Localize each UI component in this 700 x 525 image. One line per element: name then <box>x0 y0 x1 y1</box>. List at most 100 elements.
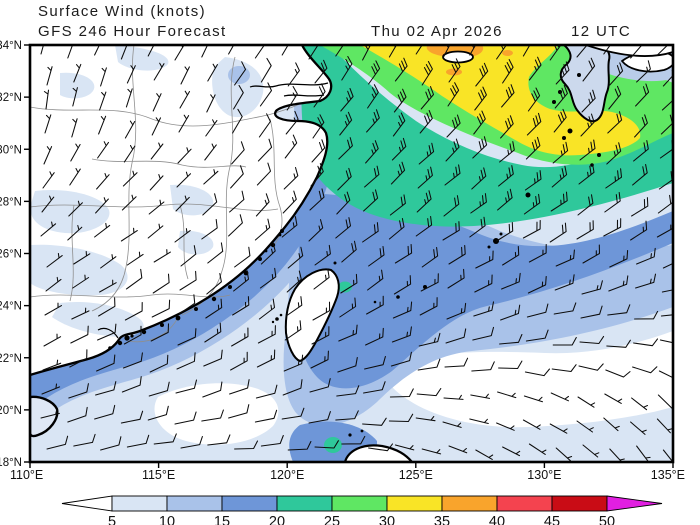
coastal-islet-dot <box>211 296 217 302</box>
colorbar-segment <box>441 495 498 512</box>
wind-barb <box>609 249 629 268</box>
colorbar-arrow-above-50kt <box>606 495 663 512</box>
wind-barb <box>71 307 90 320</box>
wind-barb <box>472 136 488 159</box>
wind-barb <box>340 273 358 294</box>
wind-barb <box>656 45 669 56</box>
wind-barb <box>282 379 303 396</box>
wind-barb <box>603 218 622 237</box>
wind-barb <box>500 115 514 139</box>
wind-barb <box>367 84 379 109</box>
wind-barb <box>524 170 542 191</box>
land-wind-patch <box>212 57 264 118</box>
wind-barb <box>336 385 360 397</box>
wind-barb <box>496 422 515 431</box>
lon-label: 130°E <box>527 468 561 482</box>
wind-barb <box>310 163 324 187</box>
wind-barb <box>554 84 568 109</box>
wind-barb <box>341 55 353 81</box>
wind-barb <box>634 310 659 320</box>
wind-barb <box>389 194 406 216</box>
wind-barb <box>636 445 651 462</box>
wind-barb <box>126 65 136 84</box>
wind-barb <box>604 191 621 213</box>
lon-label: 120°E <box>270 468 304 482</box>
small-island-dot <box>333 261 337 265</box>
wind-barb <box>474 86 487 111</box>
wind-barb <box>368 443 394 452</box>
wind-barb <box>149 354 169 373</box>
wind-barb <box>44 302 63 316</box>
wind-barb <box>549 423 568 434</box>
wind-barb <box>67 406 88 423</box>
wind-barb <box>443 394 464 400</box>
wind-barb <box>497 391 517 399</box>
wind-barb <box>229 190 245 213</box>
wind-barb <box>603 417 620 432</box>
wind-barb <box>366 109 380 133</box>
wind-barb <box>442 45 451 59</box>
wind-barb <box>554 274 575 291</box>
wind-barb <box>126 251 144 266</box>
wind-barb <box>147 405 169 421</box>
wind-barb <box>417 358 441 371</box>
wind-barb <box>203 349 223 367</box>
page-title: Surface Wind (knots) <box>38 3 207 20</box>
wind-barb <box>475 62 489 87</box>
wind-barb <box>281 216 298 238</box>
province-boundary <box>91 45 137 312</box>
wind-barb <box>284 320 302 341</box>
wind-barb <box>393 275 412 295</box>
lat-label: 24°N <box>0 301 22 313</box>
land-wind-patch <box>60 72 95 99</box>
wind-barb <box>527 275 547 294</box>
wind-barb <box>68 200 83 217</box>
wind-barb <box>153 249 171 263</box>
wind-barb <box>662 449 673 462</box>
wind-barb <box>100 67 107 87</box>
lat-label: 26°N <box>0 249 22 261</box>
wind-barb <box>120 227 138 242</box>
wind-barb <box>202 193 218 216</box>
wind-barb <box>524 368 551 377</box>
wind-barb <box>442 421 462 428</box>
wind-barb <box>474 274 493 293</box>
wind-barb <box>254 218 271 241</box>
wind-barb <box>124 120 136 139</box>
wind-barb <box>207 63 218 82</box>
valid-date-label: Thu 02 Apr 2026 <box>371 23 503 40</box>
wind-barb <box>522 219 541 239</box>
wind-barb <box>336 191 351 215</box>
wind-barb <box>658 370 673 379</box>
wind-barb <box>257 138 273 162</box>
wind-barb <box>41 383 61 395</box>
wind-barb <box>630 220 648 241</box>
lat-label: 20°N <box>0 405 22 417</box>
wind-barb <box>205 298 223 319</box>
wind-barb <box>392 301 413 319</box>
wind-barb <box>581 280 603 295</box>
wind-barb <box>475 449 494 460</box>
wind-barb <box>148 199 165 215</box>
wind-barb <box>576 220 594 240</box>
colorbar-tick-label: 10 <box>159 514 175 525</box>
wind-barb <box>501 84 515 108</box>
calm-white-southeast <box>384 331 673 428</box>
wind-barb <box>228 214 243 237</box>
wind-barb <box>234 246 251 268</box>
wind-barb <box>394 444 415 451</box>
wind-barb <box>552 336 577 346</box>
coastal-islet-dot <box>264 249 268 253</box>
small-island-dot <box>271 320 275 324</box>
wind-barb <box>285 296 303 317</box>
wind-barb <box>151 117 162 136</box>
wind-barb <box>604 393 623 404</box>
wind-barb <box>609 448 625 462</box>
patch-35-40-orange-b <box>446 68 462 76</box>
wind-barb <box>43 146 53 165</box>
wind-barb <box>502 245 520 266</box>
wind-barb <box>201 45 209 58</box>
wind-barb <box>335 410 359 421</box>
wind-barb <box>255 193 270 217</box>
wind-barb <box>447 268 465 289</box>
